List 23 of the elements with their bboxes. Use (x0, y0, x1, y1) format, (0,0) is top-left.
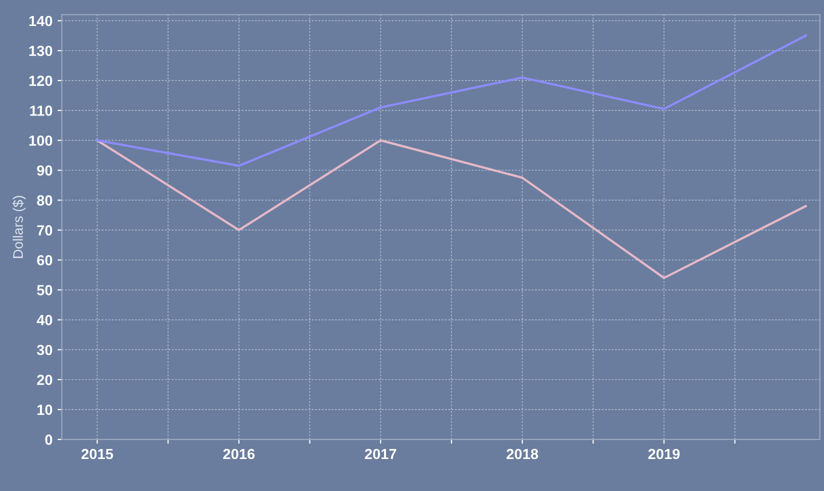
y-tick-label: 20 (37, 374, 52, 386)
y-tick-label: 30 (36, 344, 52, 356)
y-tick-label: 120 (29, 76, 52, 86)
line-series (96, 139, 807, 280)
x-tick-label: 2016 (223, 448, 255, 460)
y-tick-label: 110 (30, 106, 52, 116)
line-series (96, 34, 807, 167)
y-tick-label: 100 (29, 135, 52, 146)
x-tick-label: 2019 (648, 448, 680, 460)
x-tick-label: 2017 (364, 448, 396, 460)
x-tick-label: 2018 (506, 448, 538, 460)
y-tick-label: 80 (37, 195, 52, 206)
y-tick-label: 130 (29, 46, 52, 56)
y-axis-title: Dollars ($) (12, 196, 26, 258)
y-tick-label: 60 (37, 255, 52, 266)
x-tick-label: 2015 (82, 448, 114, 460)
y-tick-label: 140 (29, 16, 52, 26)
y-tick-label: 10 (37, 404, 52, 415)
y-tick-label: 50 (37, 285, 52, 296)
y-tick-label: 40 (36, 314, 52, 326)
y-tick-label: 70 (37, 225, 52, 236)
y-tick-label: 90 (37, 165, 52, 176)
y-tick-label: 0 (45, 434, 52, 445)
